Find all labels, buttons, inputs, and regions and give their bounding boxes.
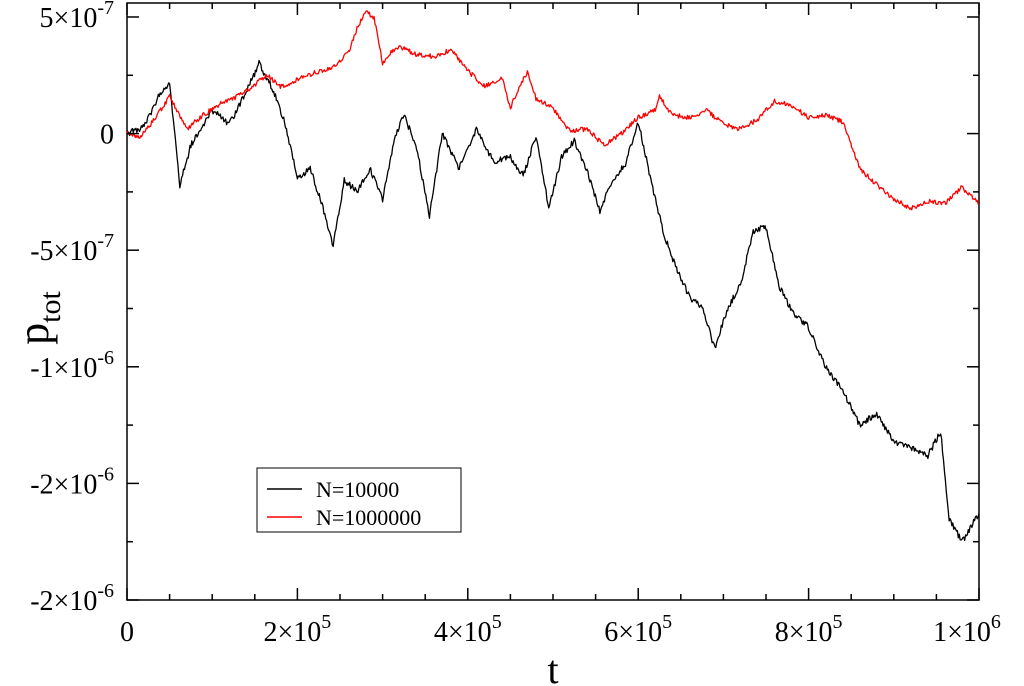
y-axis-title-sub: tot — [34, 291, 67, 323]
x-tick-label: 4×105 — [434, 611, 502, 648]
y-tick-label: -2×10-6 — [30, 580, 114, 617]
x-tick-label: 6×105 — [604, 611, 672, 648]
y-tick-label: -1×10-6 — [30, 347, 114, 384]
series-line-n10000 — [126, 59, 980, 542]
y-axis-title: ptot — [9, 291, 67, 345]
y-tick-label: -5×10-7 — [30, 230, 114, 267]
x-tick-label: 8×105 — [775, 611, 843, 648]
x-tick-label: 0 — [120, 617, 134, 648]
series-line-n1000000 — [126, 10, 980, 211]
series-layer — [126, 10, 980, 542]
legend: N=10000 N=1000000 — [256, 467, 462, 533]
y-tick-label: -2×10-6 — [30, 463, 114, 500]
x-tick-label: 1×106 — [933, 611, 1001, 648]
legend-label-n1000000: N=1000000 — [316, 505, 421, 530]
x-axis-title: t — [547, 647, 558, 686]
legend-box — [256, 467, 462, 533]
tick-labels-layer: 0 2×105 4×105 6×105 8×105 1×106 5×10-7 0 -5×10-7… — [30, 0, 1001, 648]
y-axis-title-base: p — [9, 323, 58, 345]
legend-label-n10000: N=10000 — [316, 477, 399, 502]
ticks-layer — [126, 3, 980, 601]
y-tick-label: 5×10-7 — [40, 0, 114, 34]
x-tick-label: 2×105 — [264, 611, 332, 648]
y-tick-label: 0 — [100, 120, 114, 151]
plot-frame — [126, 2, 980, 601]
